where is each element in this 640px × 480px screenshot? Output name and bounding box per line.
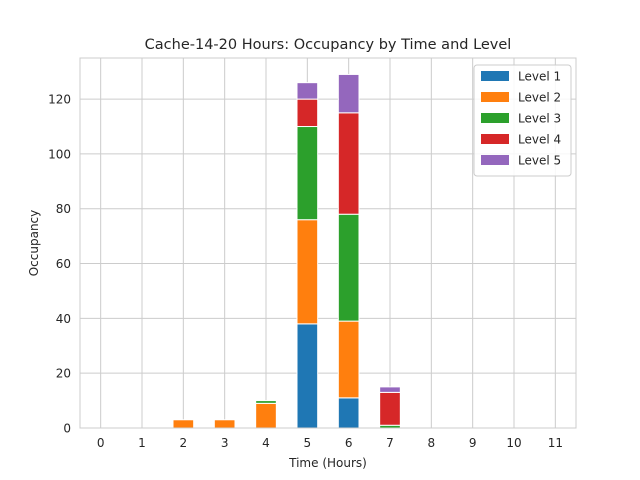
bar-segment-level-4-hour-7: [379, 391, 401, 426]
bar-segment-level-3-hour-5: [296, 126, 319, 221]
y-tick-label: 100: [48, 147, 71, 161]
legend-swatch: [481, 71, 509, 81]
x-tick-label: 1: [138, 436, 146, 450]
legend-swatch: [481, 113, 509, 123]
x-tick-label: 11: [548, 436, 563, 450]
y-tick-label: 120: [48, 93, 71, 107]
legend-swatch: [481, 92, 509, 102]
legend-label: Level 1: [518, 70, 561, 84]
y-tick-label: 40: [56, 312, 71, 326]
x-tick-label: 8: [428, 436, 436, 450]
y-tick-label: 20: [56, 367, 71, 381]
legend-swatch: [481, 155, 509, 165]
x-tick-label: 5: [304, 436, 312, 450]
x-tick-labels: 0 1 2 3 4 5 6 7 8 9 10 11: [97, 436, 563, 450]
chart-title: Cache-14-20 Hours: Occupancy by Time and…: [145, 37, 512, 53]
bar-segment-level-4-hour-6: [337, 112, 360, 215]
x-tick-label: 10: [506, 436, 521, 450]
y-tick-label: 80: [56, 202, 71, 216]
bar-segment-level-5-hour-6: [337, 73, 360, 114]
legend-label: Level 4: [518, 133, 561, 147]
bar-segment-level-2-hour-2: [172, 419, 195, 429]
x-tick-label: 0: [97, 436, 105, 450]
x-tick-label: 9: [469, 436, 477, 450]
plot-frame: [79, 57, 577, 429]
x-tick-label: 7: [386, 436, 394, 450]
bar-segment-level-5-hour-5: [296, 82, 319, 100]
y-tick-label: 0: [63, 422, 71, 436]
bar-segment-level-2-hour-4: [255, 402, 277, 429]
legend-swatch: [481, 134, 509, 144]
bar-segment-level-3-hour-4: [255, 400, 277, 404]
y-axis-label: Occupancy: [27, 210, 41, 277]
bar-segment-level-1-hour-6: [337, 397, 360, 429]
bar-segment-level-5-hour-7: [379, 386, 401, 393]
bar-segment-level-2-hour-3: [213, 419, 236, 429]
x-tick-label: 4: [262, 436, 270, 450]
x-tick-label: 2: [180, 436, 188, 450]
bars: [172, 73, 401, 429]
bar-segment-level-1-hour-5: [296, 323, 319, 429]
bar-segment-level-2-hour-5: [296, 219, 319, 325]
legend-label: Level 5: [518, 154, 561, 168]
legend-label: Level 2: [518, 91, 561, 105]
bar-segment-level-3-hour-6: [337, 213, 360, 322]
y-tick-label: 60: [56, 257, 71, 271]
x-axis-label: Time (Hours): [288, 456, 367, 470]
legend: Level 1 Level 2 Level 3 Level 4 Level 5: [473, 64, 572, 177]
bar-segment-level-2-hour-6: [337, 320, 360, 399]
y-tick-labels: 0 20 40 60 80 100 120: [48, 93, 71, 436]
bar-segment-level-4-hour-5: [296, 98, 319, 128]
x-tick-label: 6: [345, 436, 353, 450]
x-tick-label: 3: [221, 436, 229, 450]
legend-label: Level 3: [518, 112, 561, 126]
